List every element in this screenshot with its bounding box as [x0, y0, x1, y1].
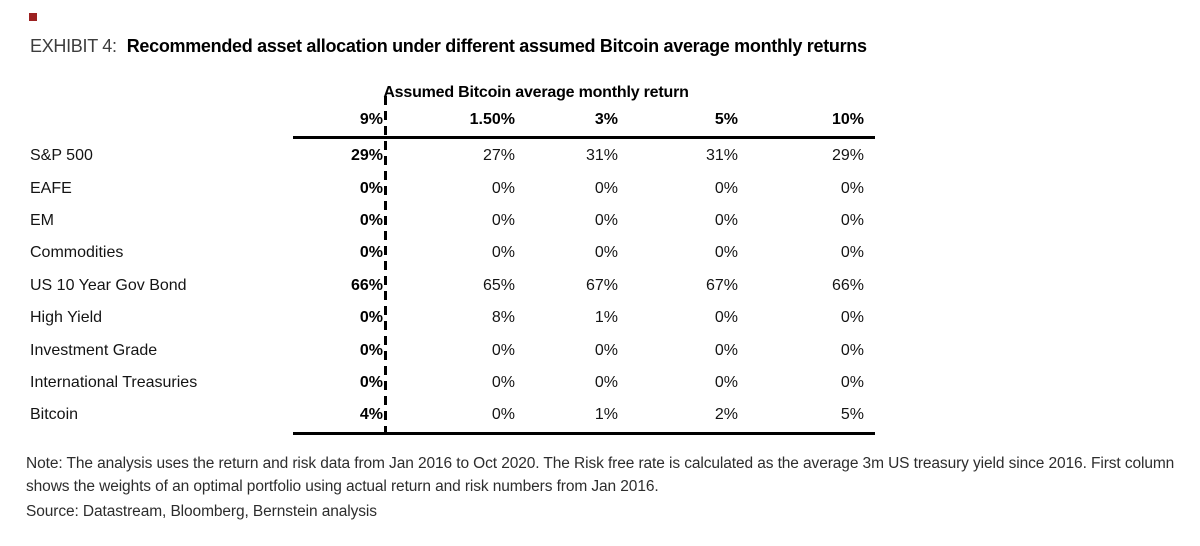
cell-value: 29%: [350, 147, 383, 165]
column-header: 5%: [714, 111, 738, 128]
cell-value: 4%: [359, 406, 383, 424]
table-header-row: 9% 1.50% 3% 5% 10%: [30, 106, 864, 134]
table-body: S&P 500 29% 27% 31% 31% 29% EAFE 0% 0% 0% 0% 0% EM 0%…: [30, 140, 864, 432]
table-row: EAFE 0% 0% 0% 0% 0%: [30, 172, 864, 204]
note-text: Note: The analysis uses the return and r…: [26, 455, 1175, 495]
cell-value: 65%: [482, 276, 515, 294]
cell-value: 8%: [491, 309, 515, 327]
cell-value: 29%: [831, 147, 864, 165]
exhibit-label: EXHIBIT 4:: [30, 36, 117, 56]
table-spanner-title: Assumed Bitcoin average monthly return: [383, 84, 689, 101]
column-header: 10%: [831, 111, 864, 128]
table-row: US 10 Year Gov Bond 66% 65% 67% 67% 66%: [30, 270, 864, 302]
dashed-divider-line: [384, 96, 387, 435]
exhibit-heading: Recommended asset allocation under diffe…: [126, 36, 867, 56]
cell-value: 0%: [714, 211, 738, 229]
row-label: Bitcoin: [30, 406, 79, 424]
cell-value: 27%: [482, 147, 515, 165]
cell-value: 0%: [359, 309, 383, 327]
cell-value: 0%: [840, 341, 864, 359]
cell-value: 2%: [714, 406, 738, 424]
table-row: EM 0% 0% 0% 0% 0%: [30, 205, 864, 237]
source-text: Source: Datastream, Bloomberg, Bernstein…: [26, 503, 377, 520]
table-row: S&P 500 29% 27% 31% 31% 29%: [30, 140, 864, 172]
row-label: High Yield: [30, 309, 103, 327]
cell-value: 0%: [491, 244, 515, 262]
row-label: US 10 Year Gov Bond: [30, 276, 187, 294]
column-header: 1.50%: [469, 111, 515, 128]
cell-value: 0%: [840, 179, 864, 197]
cell-value: 0%: [594, 244, 618, 262]
table-row: Commodities 0% 0% 0% 0% 0%: [30, 237, 864, 269]
cell-value: 0%: [359, 373, 383, 391]
cell-value: 5%: [840, 406, 864, 424]
table-row: High Yield 0% 8% 1% 0% 0%: [30, 302, 864, 334]
cell-value: 0%: [714, 373, 738, 391]
cell-value: 67%: [705, 276, 738, 294]
cell-value: 0%: [840, 211, 864, 229]
row-label: Investment Grade: [30, 341, 158, 359]
cell-value: 0%: [491, 373, 515, 391]
cell-value: 0%: [491, 341, 515, 359]
table-row: International Treasuries 0% 0% 0% 0% 0%: [30, 367, 864, 399]
cell-value: 0%: [359, 341, 383, 359]
row-label: EAFE: [30, 179, 72, 197]
cell-value: 0%: [594, 211, 618, 229]
table-bottom-rule: [293, 432, 875, 435]
row-label: EM: [30, 211, 54, 229]
cell-value: 0%: [491, 406, 515, 424]
cell-value: 67%: [585, 276, 618, 294]
cell-value: 66%: [350, 276, 383, 294]
row-label: Commodities: [30, 244, 124, 262]
cell-value: 0%: [714, 179, 738, 197]
table-row: Bitcoin 4% 0% 1% 2% 5%: [30, 399, 864, 431]
cell-value: 0%: [359, 244, 383, 262]
cell-value: 0%: [840, 373, 864, 391]
cell-value: 0%: [491, 211, 515, 229]
exhibit-title-row: EXHIBIT 4: Recommended asset allocation u…: [30, 36, 1180, 57]
cell-value: 0%: [714, 309, 738, 327]
cell-value: 0%: [594, 341, 618, 359]
column-header: 9%: [359, 111, 383, 128]
table-row: Investment Grade 0% 0% 0% 0% 0%: [30, 334, 864, 366]
cell-value: 0%: [594, 373, 618, 391]
cell-value: 0%: [594, 179, 618, 197]
cell-value: 0%: [359, 211, 383, 229]
cell-value: 31%: [705, 147, 738, 165]
cell-value: 0%: [491, 179, 515, 197]
cell-value: 0%: [359, 179, 383, 197]
cell-value: 0%: [840, 309, 864, 327]
cell-value: 0%: [714, 341, 738, 359]
cell-value: 1%: [594, 406, 618, 424]
cell-value: 66%: [831, 276, 864, 294]
row-label: S&P 500: [30, 147, 93, 165]
row-label: International Treasuries: [30, 373, 198, 391]
cell-value: 31%: [585, 147, 618, 165]
brand-accent-square: [29, 13, 37, 21]
cell-value: 1%: [594, 309, 618, 327]
cell-value: 0%: [714, 244, 738, 262]
cell-value: 0%: [840, 244, 864, 262]
column-header: 3%: [594, 111, 618, 128]
table-top-rule: [293, 136, 875, 139]
